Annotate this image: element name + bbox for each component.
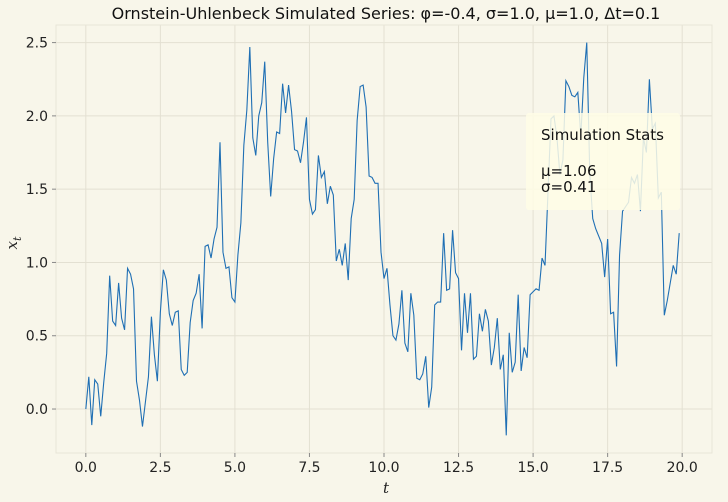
stats-sigma: σ=0.41 — [541, 178, 596, 196]
chart-title: Ornstein-Uhlenbeck Simulated Series: φ=-… — [112, 4, 661, 23]
x-tick-label: 10.0 — [368, 460, 399, 476]
stats-title: Simulation Stats — [541, 126, 664, 144]
stats-annotation: Simulation Stats μ=1.06 σ=0.41 — [526, 113, 680, 210]
x-tick-label: 12.5 — [443, 460, 474, 476]
stats-mean: μ=1.06 — [541, 162, 597, 180]
y-tick-label: 1.0 — [26, 255, 48, 271]
y-axis-ticks: 0.0 0.5 1.0 1.5 2.0 2.5 — [26, 36, 56, 418]
y-tick-label: 1.5 — [26, 182, 48, 198]
stats-box-background — [526, 113, 680, 210]
y-tick-label: 2.5 — [26, 36, 48, 52]
x-tick-label: 5.0 — [224, 460, 246, 476]
x-tick-label: 2.5 — [149, 460, 171, 476]
x-tick-label: 15.0 — [518, 460, 549, 476]
y-tick-label: 2.0 — [26, 109, 48, 125]
y-axis-label-subscript: t — [11, 236, 24, 241]
x-tick-label: 17.5 — [592, 460, 623, 476]
x-tick-label: 7.5 — [298, 460, 320, 476]
y-tick-label: 0.5 — [26, 329, 48, 345]
x-tick-label: 20.0 — [667, 460, 698, 476]
x-tick-label: 0.0 — [75, 460, 97, 476]
y-tick-label: 0.0 — [26, 402, 48, 418]
x-axis-ticks: 0.0 2.5 5.0 7.5 10.0 12.5 15.0 17.5 20.0 — [75, 453, 698, 476]
x-axis-label: t — [383, 479, 390, 497]
